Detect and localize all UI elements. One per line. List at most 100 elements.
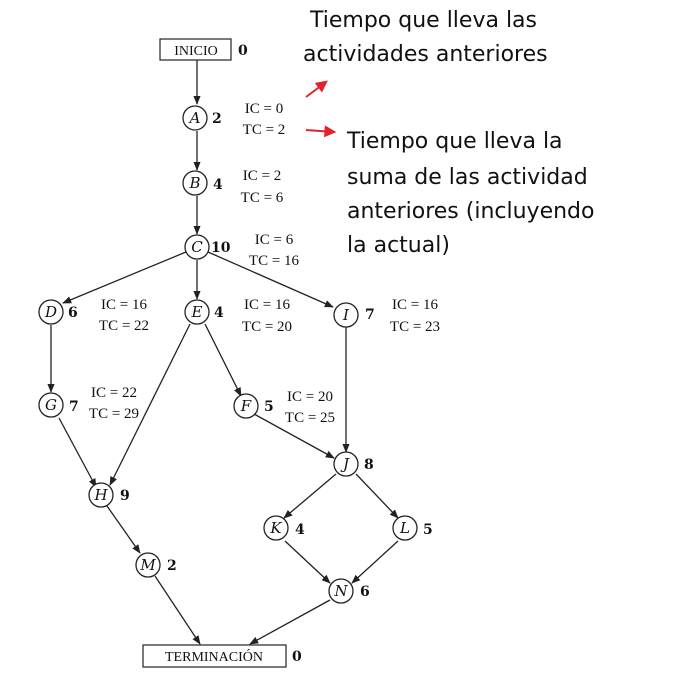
- edge-h-m: [106, 505, 141, 554]
- node-g-ic: IC = 22: [91, 385, 137, 401]
- node-h: H 9: [88, 482, 130, 508]
- node-m-circle: [135, 552, 161, 578]
- node-i-ic: IC = 16: [392, 297, 438, 313]
- node-h-circle: [88, 482, 114, 508]
- node-b-tc: TC = 6: [241, 190, 284, 206]
- end-value: 0: [292, 649, 302, 665]
- edge-k-n: [284, 540, 331, 584]
- node-h-duration: 9: [120, 488, 130, 504]
- node-a-ic: IC = 0: [245, 101, 283, 117]
- node-k-circle: [263, 515, 289, 541]
- node-j-duration: 8: [364, 457, 374, 473]
- node-f: F 5 IC = 20 TC = 25: [233, 389, 335, 426]
- end-box: [142, 644, 287, 668]
- node-c-letter: C: [191, 238, 203, 256]
- node-c-tc: TC = 16: [249, 253, 300, 269]
- node-e-circle: [184, 299, 210, 325]
- node-a-letter: A: [188, 109, 201, 127]
- node-m-letter: M: [139, 556, 156, 574]
- node-e-letter: E: [191, 303, 203, 321]
- start-node: INICIO 0: [159, 38, 248, 61]
- start-label: INICIO: [174, 44, 218, 59]
- node-n-circle: [328, 578, 354, 604]
- node-d-duration: 6: [68, 305, 78, 321]
- node-j-letter: J: [340, 455, 350, 473]
- node-i-duration: 7: [365, 307, 375, 323]
- annotation-tc-line2: suma de las actividad: [347, 165, 588, 190]
- node-e: E 4 IC = 16 TC = 20: [184, 297, 292, 335]
- node-e-ic: IC = 16: [244, 297, 290, 313]
- node-c: C 10 IC = 6 TC = 16: [184, 232, 300, 269]
- node-k: K 4: [263, 515, 305, 541]
- node-m-duration: 2: [167, 558, 177, 574]
- annotation-tc-line4: la actual): [347, 233, 450, 258]
- node-c-ic: IC = 6: [255, 232, 294, 248]
- node-e-tc: TC = 20: [242, 319, 292, 335]
- node-g-duration: 7: [69, 399, 79, 415]
- node-j: J 8: [333, 451, 374, 477]
- node-j-circle: [333, 451, 359, 477]
- edge-g-h: [58, 417, 97, 488]
- node-m: M 2: [135, 552, 177, 578]
- node-g-letter: G: [45, 396, 57, 414]
- node-n-letter: N: [333, 582, 348, 600]
- node-f-duration: 5: [264, 399, 274, 415]
- node-i-letter: I: [342, 306, 350, 324]
- annotation-tc-line3: anteriores (incluyendo: [347, 199, 594, 224]
- node-n: N 6: [328, 578, 370, 604]
- node-b-duration: 4: [213, 177, 223, 193]
- node-f-letter: F: [240, 397, 252, 415]
- node-i: I 7 IC = 16 TC = 23: [333, 297, 440, 335]
- node-i-circle: [333, 302, 359, 328]
- node-l: L 5: [392, 515, 433, 541]
- node-k-duration: 4: [295, 522, 305, 538]
- edge-c-d: [62, 251, 187, 304]
- annotation-ic-line2: actividades anteriores: [303, 42, 548, 67]
- start-box: [159, 38, 232, 61]
- node-d: D 6 IC = 16 TC = 22: [38, 297, 149, 334]
- node-d-letter: D: [44, 303, 57, 321]
- node-l-letter: L: [399, 519, 410, 537]
- node-b-ic: IC = 2: [243, 168, 281, 184]
- node-f-circle: [233, 393, 259, 419]
- annotation-ic-arrow: [305, 80, 328, 98]
- node-l-circle: [392, 515, 418, 541]
- annotation-ic-line1: Tiempo que lleva las: [309, 8, 537, 33]
- node-d-ic: IC = 16: [101, 297, 147, 313]
- edge-f-j: [253, 413, 335, 459]
- node-a: A 2 IC = 0 TC = 2: [182, 101, 286, 138]
- node-b-letter: B: [188, 174, 200, 192]
- edge-m-terminacion: [154, 575, 201, 645]
- node-a-duration: 2: [212, 111, 222, 127]
- end-label: TERMINACIÓN: [165, 648, 263, 665]
- annotation-tc-arrow: [305, 125, 337, 138]
- node-c-duration: 10: [211, 240, 231, 256]
- node-i-tc: TC = 23: [390, 319, 440, 335]
- node-k-letter: K: [269, 519, 282, 537]
- edge-j-l: [355, 473, 399, 519]
- node-e-duration: 4: [214, 305, 224, 321]
- edge-c-i: [207, 251, 334, 308]
- node-a-circle: [182, 105, 208, 131]
- annotation-tc-line1: Tiempo que lleva la: [346, 129, 563, 154]
- annotation-tc: Tiempo que lleva la suma de las activida…: [305, 125, 594, 258]
- edge-l-n: [351, 540, 399, 584]
- edge-j-k: [283, 473, 337, 519]
- start-value: 0: [238, 43, 248, 59]
- edges: [47, 60, 399, 645]
- node-d-circle: [38, 299, 64, 325]
- node-f-tc: TC = 25: [285, 410, 335, 426]
- node-d-tc: TC = 22: [99, 318, 149, 334]
- node-a-tc: TC = 2: [243, 122, 286, 138]
- edge-n-terminacion: [249, 599, 331, 645]
- node-c-circle: [184, 234, 210, 260]
- edge-e-f: [204, 323, 242, 397]
- annotation-ic: Tiempo que lleva las actividades anterio…: [303, 8, 548, 98]
- node-f-ic: IC = 20: [287, 389, 333, 405]
- node-h-letter: H: [93, 486, 108, 504]
- node-g-tc: TC = 29: [89, 406, 139, 422]
- end-node: TERMINACIÓN 0: [142, 644, 302, 668]
- node-n-duration: 6: [360, 584, 370, 600]
- edge-e-h: [109, 323, 191, 486]
